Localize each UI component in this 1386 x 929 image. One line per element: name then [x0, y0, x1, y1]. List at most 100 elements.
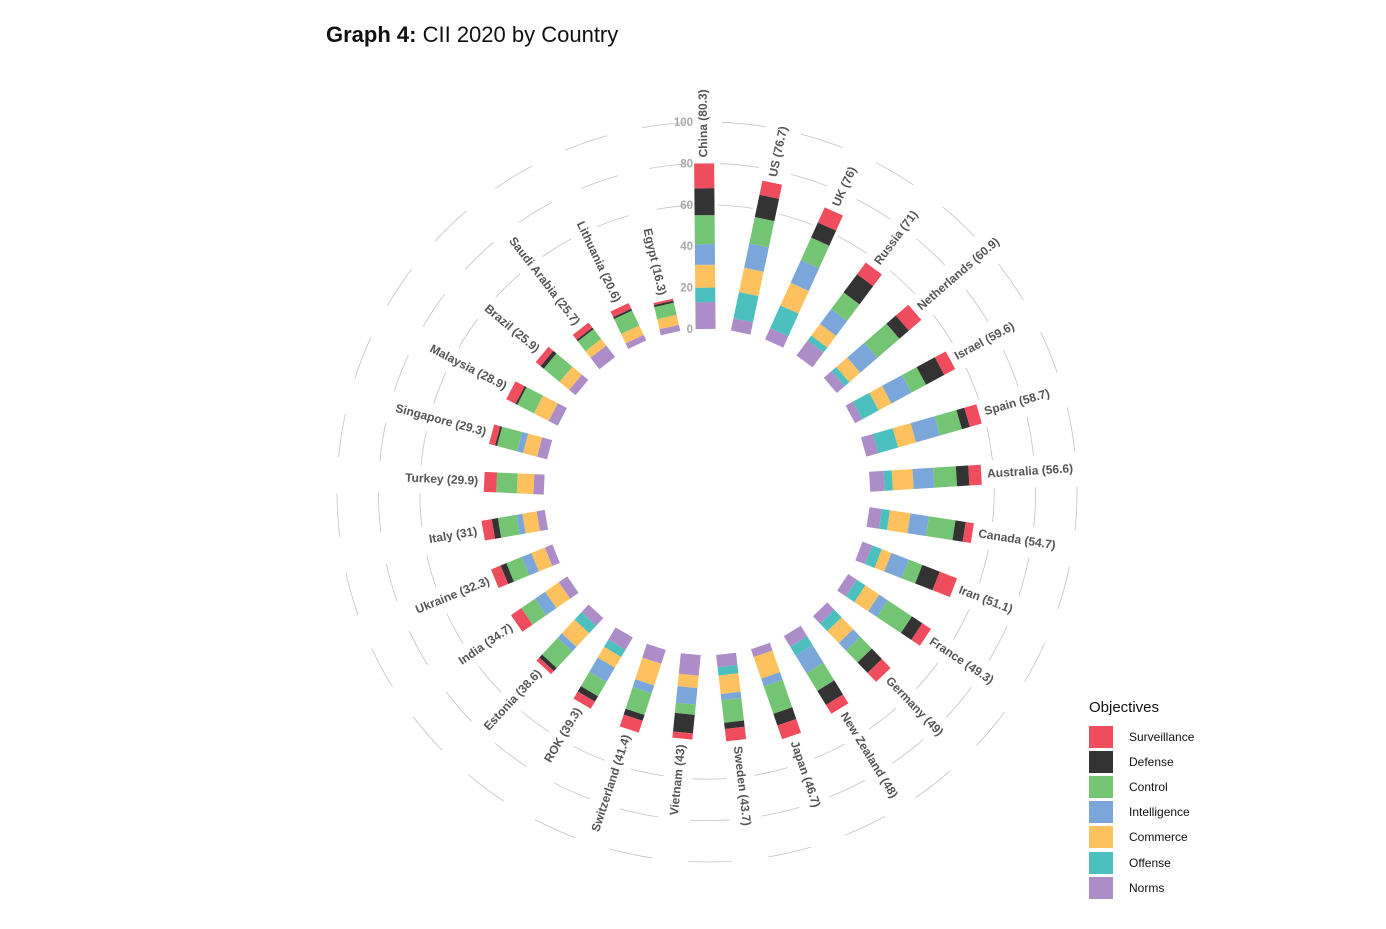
bar-segment-intelligence — [761, 672, 783, 687]
legend-swatch-control — [1089, 775, 1113, 798]
bar-segment-norms — [855, 541, 873, 565]
bar-segment-surveillance — [964, 404, 982, 427]
gridline-60 — [718, 204, 753, 209]
gridline-60 — [986, 426, 993, 461]
bar-segment-offense — [883, 470, 894, 491]
bar-segment-control — [721, 697, 744, 723]
gridline-80 — [408, 630, 429, 666]
bar-segment-surveillance — [911, 623, 931, 646]
bar-segment-norms — [783, 625, 808, 647]
legend-label-offense: Offense — [1129, 855, 1171, 870]
bar-segment-commerce — [869, 385, 892, 411]
stacked-bars — [481, 163, 982, 742]
bar-segment-control — [749, 217, 775, 248]
country-label-russia-71: Russia (71) — [871, 208, 921, 268]
country-label-japan-46-7: Japan (46.7) — [788, 739, 824, 809]
gridline-100 — [1024, 642, 1046, 682]
bar-iran-51-1 — [855, 541, 958, 598]
bar-segment-norms — [730, 318, 753, 335]
legend-item-surveillance: Surveillance — [1089, 724, 1194, 749]
gridline-80 — [720, 163, 760, 168]
bar-segment-commerce — [657, 314, 679, 330]
legend-label-commerce: Commerce — [1129, 830, 1188, 845]
gridline-100 — [1066, 407, 1076, 451]
bar-segment-surveillance — [968, 464, 982, 486]
gridline-100 — [721, 121, 766, 128]
bar-segment-defense — [773, 707, 797, 726]
gridline-60 — [779, 213, 813, 226]
bar-germany-49 — [812, 602, 891, 682]
gridline-60 — [419, 492, 423, 528]
bar-segment-norms — [869, 470, 885, 492]
bar-segment-control — [763, 679, 793, 714]
bar-segment-commerce — [621, 325, 644, 344]
bar-segment-commerce — [738, 267, 764, 297]
bar-segment-commerce — [522, 511, 540, 534]
bar-segment-offense — [831, 367, 850, 387]
gridline-80 — [1002, 349, 1019, 387]
bar-segment-norms — [812, 602, 835, 624]
bar-egypt-16-3 — [653, 298, 681, 336]
gridline-100 — [942, 206, 975, 237]
bar-estonia-38-6 — [536, 604, 604, 675]
gridline-80 — [988, 625, 1008, 661]
gridline-100 — [336, 493, 341, 538]
gridline-100 — [534, 819, 576, 838]
legend: Objectives Surveillance Defense Control Int… — [1089, 699, 1194, 900]
country-label-china-80-3: China (80.3) — [696, 89, 711, 157]
bar-segment-norms — [548, 403, 567, 426]
legend-item-control: Control — [1089, 774, 1194, 799]
bar-segment-control — [521, 598, 547, 625]
gridline-60 — [837, 236, 868, 255]
bar-segment-norms — [569, 374, 589, 396]
country-label-lithuania-20-6: Lithuania (20.6) — [574, 219, 624, 305]
legend-swatch-defense — [1089, 750, 1113, 773]
bar-segment-defense — [539, 654, 557, 672]
bar-segment-defense — [491, 518, 502, 539]
bar-segment-offense — [845, 579, 866, 603]
gridline-60 — [420, 431, 427, 466]
bar-segment-surveillance — [694, 163, 715, 189]
bar-segment-intelligence — [907, 513, 929, 537]
gridline-80 — [518, 201, 553, 223]
gridline-80 — [829, 779, 866, 798]
gridline-60 — [754, 767, 788, 776]
bar-segment-commerce — [753, 650, 781, 679]
bar-segment-commerce — [887, 510, 911, 534]
bar-uk-76 — [765, 207, 843, 348]
bar-segment-offense — [807, 335, 828, 353]
gridline-100 — [434, 210, 467, 242]
radial-tick-labels: 0 20 40 60 80 100 — [674, 117, 693, 336]
gridline-100 — [345, 572, 359, 616]
country-label-rok-39-3: ROK (39.3) — [541, 705, 584, 765]
bar-australia-56-6 — [869, 464, 982, 492]
bar-segment-norms — [536, 437, 553, 460]
bar-segment-intelligence — [557, 633, 577, 652]
bar-rok-39-3 — [573, 627, 633, 709]
bar-segment-control — [614, 310, 640, 334]
gridline-80 — [422, 293, 446, 327]
gridline-60 — [426, 554, 437, 588]
bar-segment-surveillance — [724, 726, 747, 742]
bar-segment-commerce — [677, 673, 699, 689]
bar-segment-surveillance — [932, 571, 958, 598]
bar-spain-58-7 — [860, 404, 982, 457]
bar-segment-defense — [916, 357, 945, 385]
chart-title-prefix: Graph 4: — [326, 22, 417, 47]
bar-segment-defense — [956, 407, 970, 430]
chart-title: Graph 4: CII 2020 by Country — [326, 22, 618, 48]
bar-segment-commerce — [718, 673, 741, 695]
gridline-100 — [371, 648, 394, 688]
bar-segment-defense — [623, 708, 645, 721]
gridline-100 — [800, 133, 843, 149]
bar-segment-norms — [558, 576, 579, 599]
bar-segment-commerce — [516, 473, 535, 495]
bar-segment-offense — [733, 291, 759, 323]
bar-segment-commerce — [891, 469, 914, 491]
gridline-60 — [932, 314, 953, 344]
gridline-60 — [979, 549, 989, 583]
bar-segment-offense — [770, 305, 799, 337]
bar-segment-norms — [716, 652, 738, 668]
country-label-uk-76: UK (76) — [829, 164, 859, 208]
